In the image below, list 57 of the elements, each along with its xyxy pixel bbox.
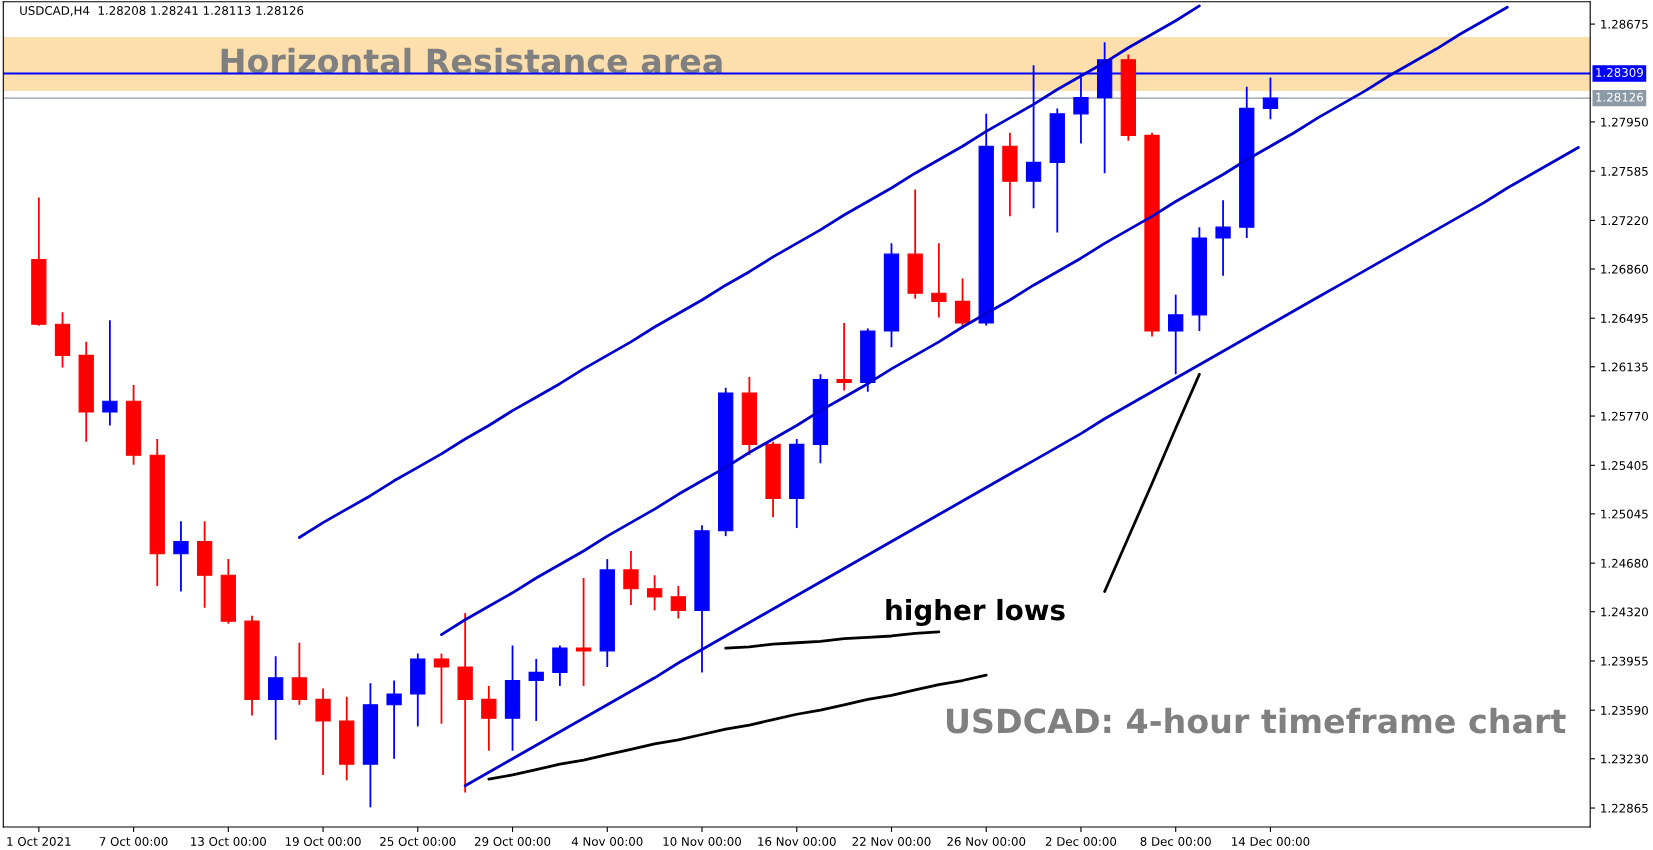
- x-tick-label: 29 Oct 00:00: [474, 836, 551, 846]
- ref-line-label: 1.28309: [1596, 67, 1643, 77]
- x-tick-label: 4 Nov 00:00: [571, 836, 643, 846]
- x-tick-label: 16 Nov 00:00: [758, 836, 836, 846]
- candlestick: [386, 679, 402, 760]
- y-tick-label: 1.23955: [1601, 656, 1648, 666]
- candlestick: [670, 585, 686, 620]
- candlestick: [1215, 199, 1231, 277]
- y-tick-label: 1.27585: [1601, 166, 1648, 176]
- x-tick-label: 19 Oct 00:00: [285, 836, 361, 846]
- candlestick: [102, 319, 118, 427]
- candlestick: [481, 685, 497, 752]
- x-tick-label: 14 Dec 00:00: [1232, 836, 1310, 846]
- x-tick-label: 25 Oct 00:00: [380, 836, 456, 846]
- candlestick: [528, 658, 544, 722]
- annotation: USDCAD: 4-hour timeframe chart: [946, 707, 1566, 734]
- y-tick-label: 1.26860: [1601, 264, 1648, 274]
- y-tick-label: 1.22865: [1601, 803, 1648, 813]
- line-series: [724, 630, 941, 650]
- y-tick-label: 1.26495: [1601, 313, 1648, 323]
- y-tick-label: 1.25045: [1601, 509, 1648, 519]
- x-tick-label: 22 Nov 00:00: [852, 836, 931, 846]
- y-tick-label: 1.24320: [1601, 607, 1648, 617]
- y-tick-label: 1.25770: [1601, 411, 1648, 421]
- annotation: higher lows: [886, 598, 1065, 627]
- x-tick-label: 7 Oct 00:00: [99, 836, 168, 846]
- candlestick: [433, 652, 450, 725]
- candlestick: [575, 577, 592, 687]
- y-tick-label: 1.27950: [1601, 117, 1648, 127]
- line-series: [463, 146, 1580, 788]
- y-tick-label: 1.23590: [1601, 705, 1648, 715]
- chart-title: USDCAD,H4 1.28208 1.28241 1.28113 1.28126: [20, 6, 304, 17]
- y-tick-label: 1.28675: [1601, 19, 1648, 29]
- candlestick: [836, 322, 852, 392]
- candlestick: [1168, 293, 1184, 376]
- x-tick-label: 10 Nov 00:00: [663, 836, 742, 846]
- y-tick-label: 1.27220: [1601, 216, 1648, 226]
- candlestick: [315, 687, 331, 776]
- candlestick: [623, 550, 639, 606]
- candlestick: [646, 574, 663, 612]
- candlestick: [931, 242, 947, 319]
- line-series: [1103, 372, 1201, 593]
- candlestick: [173, 520, 189, 593]
- ref-line-label: 1.28126: [1596, 92, 1644, 102]
- candlestick: [1262, 76, 1279, 121]
- y-tick-label: 1.24680: [1601, 558, 1648, 568]
- x-tick-label: 1 Oct 2021: [7, 836, 71, 846]
- y-tick-label: 1.26135: [1601, 362, 1648, 372]
- x-tick-label: 13 Oct 00:00: [191, 836, 267, 846]
- candlestick: [291, 641, 308, 706]
- x-tick-label: 2 Dec 00:00: [1045, 836, 1117, 846]
- y-tick-label: 1.25405: [1601, 461, 1648, 470]
- candlestick: [268, 655, 284, 741]
- x-tick-label: 26 Nov 00:00: [947, 836, 1026, 846]
- band-label: Horizontal Resistance area: [221, 47, 722, 74]
- x-tick-label: 8 Dec 00:00: [1140, 836, 1211, 846]
- y-tick-label: 1.23230: [1601, 754, 1648, 764]
